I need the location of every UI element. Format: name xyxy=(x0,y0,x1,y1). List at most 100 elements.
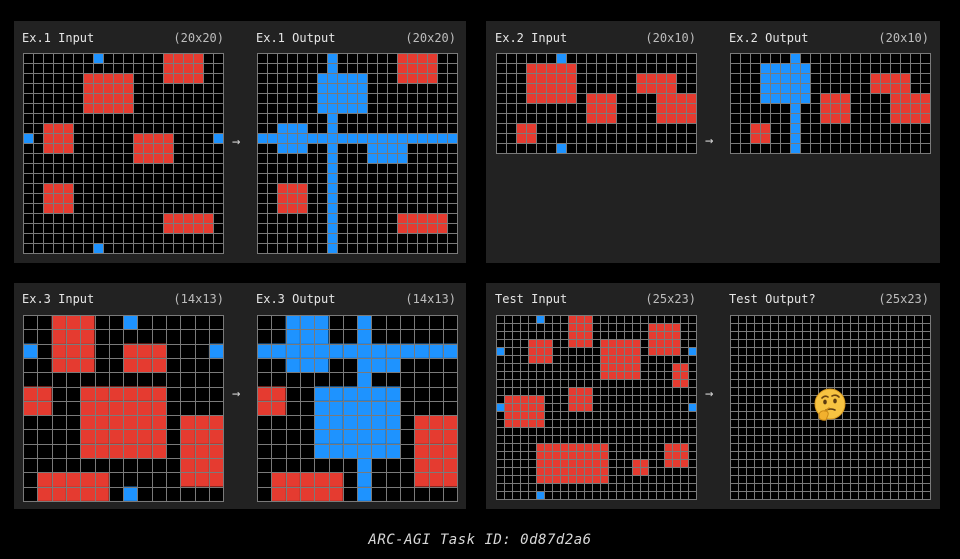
red-cell xyxy=(53,123,63,133)
red-cell xyxy=(194,472,209,487)
red-cell xyxy=(414,415,429,430)
red-cell xyxy=(600,347,608,355)
blue-cell xyxy=(328,386,343,401)
red-cell xyxy=(656,93,666,103)
red-cell xyxy=(552,467,560,475)
blue-cell xyxy=(287,123,297,133)
red-cell xyxy=(666,73,676,83)
red-cell xyxy=(900,73,910,83)
blue-cell xyxy=(790,143,800,153)
red-cell xyxy=(648,323,656,331)
red-cell xyxy=(153,143,163,153)
red-cell xyxy=(536,355,544,363)
blue-cell xyxy=(385,429,400,444)
red-cell xyxy=(596,103,606,113)
red-cell xyxy=(750,133,760,143)
grid-lines xyxy=(257,53,458,254)
blue-cell xyxy=(414,343,429,358)
red-cell xyxy=(664,323,672,331)
red-cell xyxy=(648,339,656,347)
red-cell xyxy=(83,93,93,103)
blue-cell xyxy=(208,343,224,358)
red-cell xyxy=(576,459,584,467)
red-cell xyxy=(80,443,95,458)
red-cell xyxy=(277,183,287,193)
red-cell xyxy=(180,443,195,458)
arrow-icon: → xyxy=(232,134,241,150)
blue-cell xyxy=(385,400,400,416)
test-input-grid xyxy=(496,315,697,500)
red-cell xyxy=(427,53,437,63)
red-cell xyxy=(528,419,536,427)
blue-cell xyxy=(367,153,377,163)
red-cell xyxy=(183,223,193,233)
red-cell xyxy=(407,73,417,83)
blue-cell xyxy=(357,329,372,344)
blue-cell xyxy=(357,458,372,473)
blue-cell xyxy=(327,213,337,223)
red-cell xyxy=(194,443,209,458)
red-cell xyxy=(277,193,287,203)
red-cell xyxy=(544,355,552,363)
blue-cell xyxy=(328,400,343,416)
blue-cell xyxy=(790,53,800,63)
red-cell xyxy=(94,415,109,430)
red-cell xyxy=(568,443,576,451)
red-cell xyxy=(123,83,133,93)
red-cell xyxy=(94,472,109,487)
example-3-input-label: Ex.3 Input xyxy=(22,292,95,306)
test-input-label: Test Input xyxy=(495,292,568,306)
red-cell xyxy=(680,371,688,379)
grid-lines xyxy=(730,53,931,154)
blue-cell xyxy=(496,403,504,411)
red-cell xyxy=(257,400,272,416)
blue-cell xyxy=(357,443,372,458)
red-cell xyxy=(536,73,546,83)
red-cell xyxy=(820,113,830,123)
red-cell xyxy=(123,386,138,401)
red-cell xyxy=(397,53,407,63)
red-cell xyxy=(504,395,512,403)
blue-cell xyxy=(397,133,407,143)
blue-cell xyxy=(800,73,810,83)
red-cell xyxy=(123,343,138,358)
blue-cell xyxy=(800,93,810,103)
blue-cell xyxy=(790,123,800,133)
red-cell xyxy=(576,403,584,411)
blue-cell xyxy=(357,357,372,373)
test-output-label: Test Output? xyxy=(729,292,816,306)
blue-cell xyxy=(536,491,544,499)
red-cell xyxy=(504,411,512,419)
blue-cell xyxy=(337,83,347,93)
red-cell xyxy=(103,103,113,113)
blue-cell xyxy=(93,53,103,63)
red-cell xyxy=(51,329,66,344)
red-cell xyxy=(592,475,600,483)
example-3-output-size: (14x13) xyxy=(405,292,456,306)
red-cell xyxy=(163,213,173,223)
red-cell xyxy=(51,472,66,487)
red-cell xyxy=(287,183,297,193)
blue-cell xyxy=(327,203,337,213)
red-cell xyxy=(37,400,52,416)
red-cell xyxy=(208,415,224,430)
blue-cell xyxy=(385,357,400,373)
red-cell xyxy=(151,386,166,401)
red-cell xyxy=(108,400,124,416)
red-cell xyxy=(544,347,552,355)
red-cell xyxy=(544,443,552,451)
red-cell xyxy=(65,472,81,487)
blue-cell xyxy=(123,315,138,330)
red-cell xyxy=(407,223,417,233)
blue-cell xyxy=(213,133,223,143)
red-cell xyxy=(137,415,152,430)
red-cell xyxy=(560,459,568,467)
blue-cell xyxy=(780,93,790,103)
red-cell xyxy=(680,379,688,387)
red-cell xyxy=(143,143,153,153)
red-cell xyxy=(676,93,686,103)
example-2-input-label: Ex.2 Input xyxy=(495,31,568,45)
blue-cell xyxy=(371,357,386,373)
blue-cell xyxy=(770,83,780,93)
red-cell xyxy=(536,83,546,93)
